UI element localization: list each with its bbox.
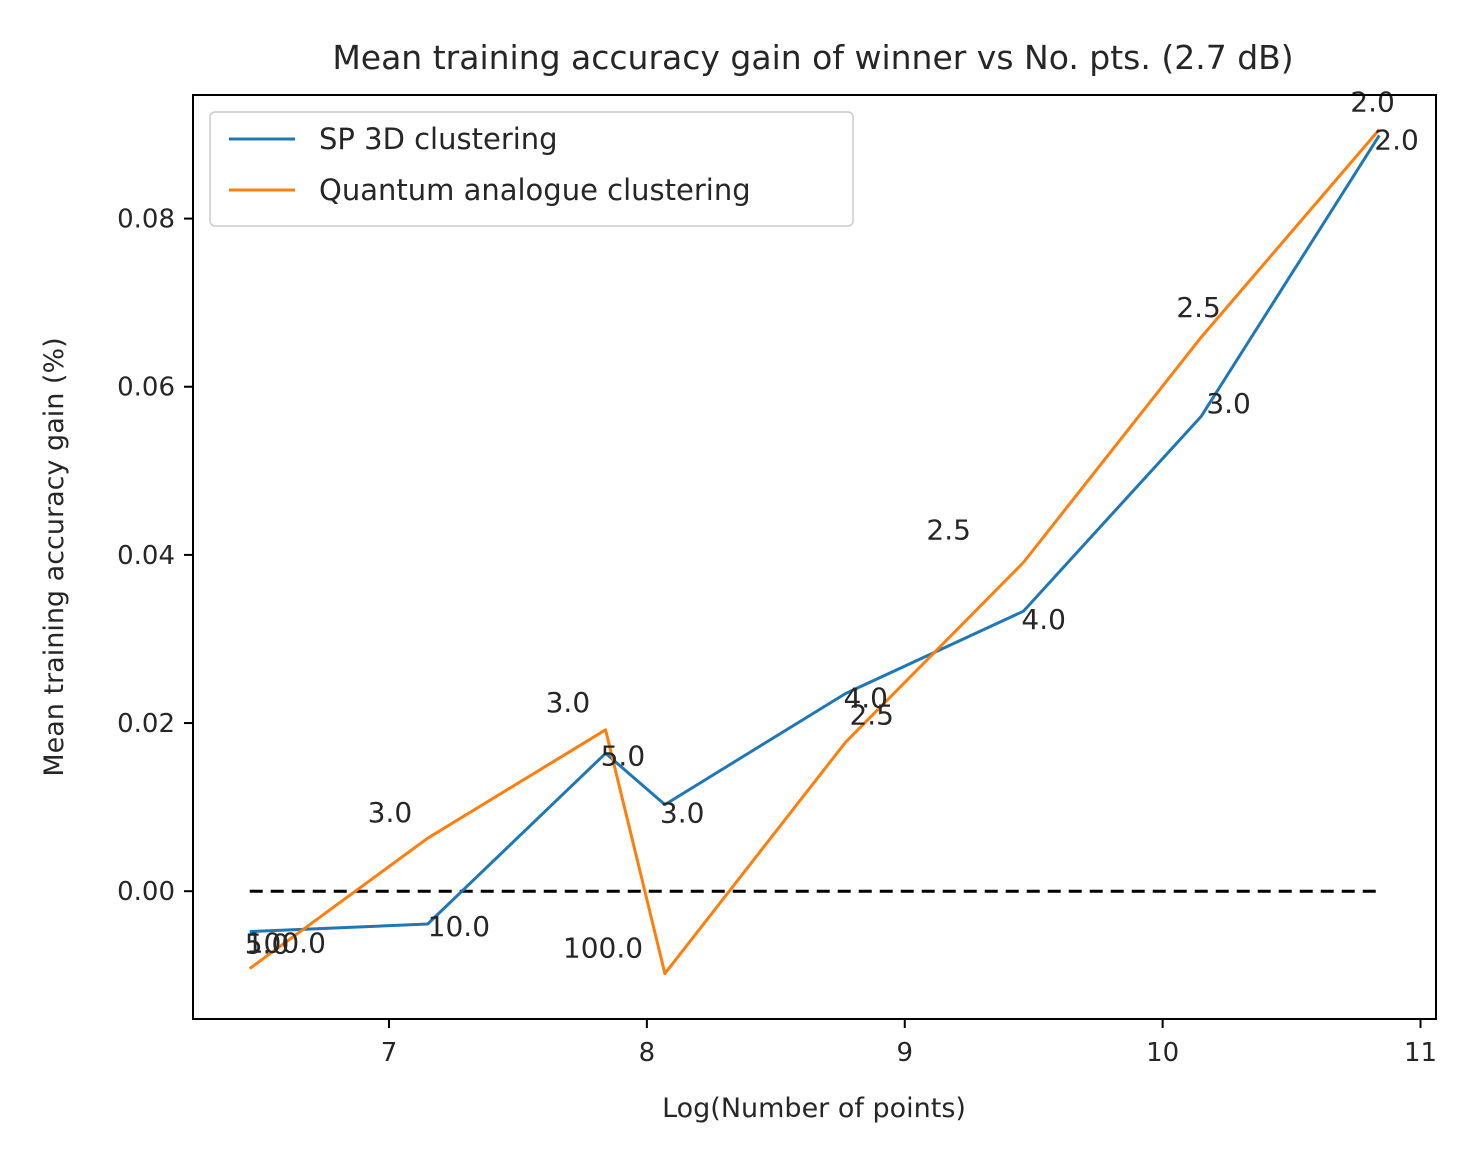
data-label: 3.0	[546, 686, 591, 719]
legend-box	[209, 111, 854, 227]
data-label: 2.5	[1176, 291, 1221, 324]
data-label: 4.0	[843, 682, 888, 715]
data-label: 3.0	[1206, 387, 1251, 420]
legend: SP 3D clustering Quantum analogue cluste…	[209, 111, 854, 227]
data-label: 5.0	[245, 928, 290, 961]
data-label: 10.0	[428, 910, 490, 943]
x-tick-label: 7	[381, 1038, 398, 1068]
data-label: 3.0	[368, 796, 413, 829]
y-tick-label: 0.02	[117, 709, 175, 739]
series-line-sp-3d-clustering	[249, 134, 1381, 934]
y-tick-label: 0.00	[117, 877, 175, 907]
x-tick-label: 8	[639, 1038, 656, 1068]
data-label: 2.5	[849, 698, 894, 731]
data-label: 5.0	[601, 739, 646, 772]
x-tick-label: 11	[1404, 1038, 1437, 1068]
data-label: 3.0	[660, 797, 705, 830]
x-tick-label: 10	[1146, 1038, 1179, 1068]
plot-frame	[192, 94, 1437, 1020]
x-axis-label: Log(Number of points)	[662, 1093, 966, 1124]
axis-ticks: 7 8 9 10 11 0.00 0.02 0.04 0.06 0.08	[117, 205, 1437, 1068]
x-tick-label: 9	[896, 1038, 913, 1068]
series-line-quantum-analogue-clustering	[248, 128, 1381, 976]
y-tick-label: 0.08	[117, 205, 175, 235]
y-tick-label: 0.06	[117, 373, 175, 403]
plot-area: 5.0 10.0 5.0 3.0 4.0 4.0 3.0 2.0 100.0 3.0 3.0 100.…	[245, 85, 1419, 976]
y-axis-label: Mean training accuracy gain (%)	[39, 337, 70, 776]
data-label: 100.0	[563, 932, 643, 965]
data-label: 2.0	[1374, 123, 1419, 156]
legend-label-quantum-analogue-clustering: Quantum analogue clustering	[319, 173, 751, 207]
legend-label-sp-3d-clustering: SP 3D clustering	[319, 122, 558, 156]
y-tick-label: 0.04	[117, 541, 175, 571]
data-label: 2.0	[1350, 85, 1395, 118]
data-label: 100.0	[246, 927, 326, 960]
data-label: 4.0	[1021, 603, 1066, 636]
chart-title: Mean training accuracy gain of winner vs…	[332, 38, 1293, 77]
data-label: 2.5	[926, 513, 971, 546]
